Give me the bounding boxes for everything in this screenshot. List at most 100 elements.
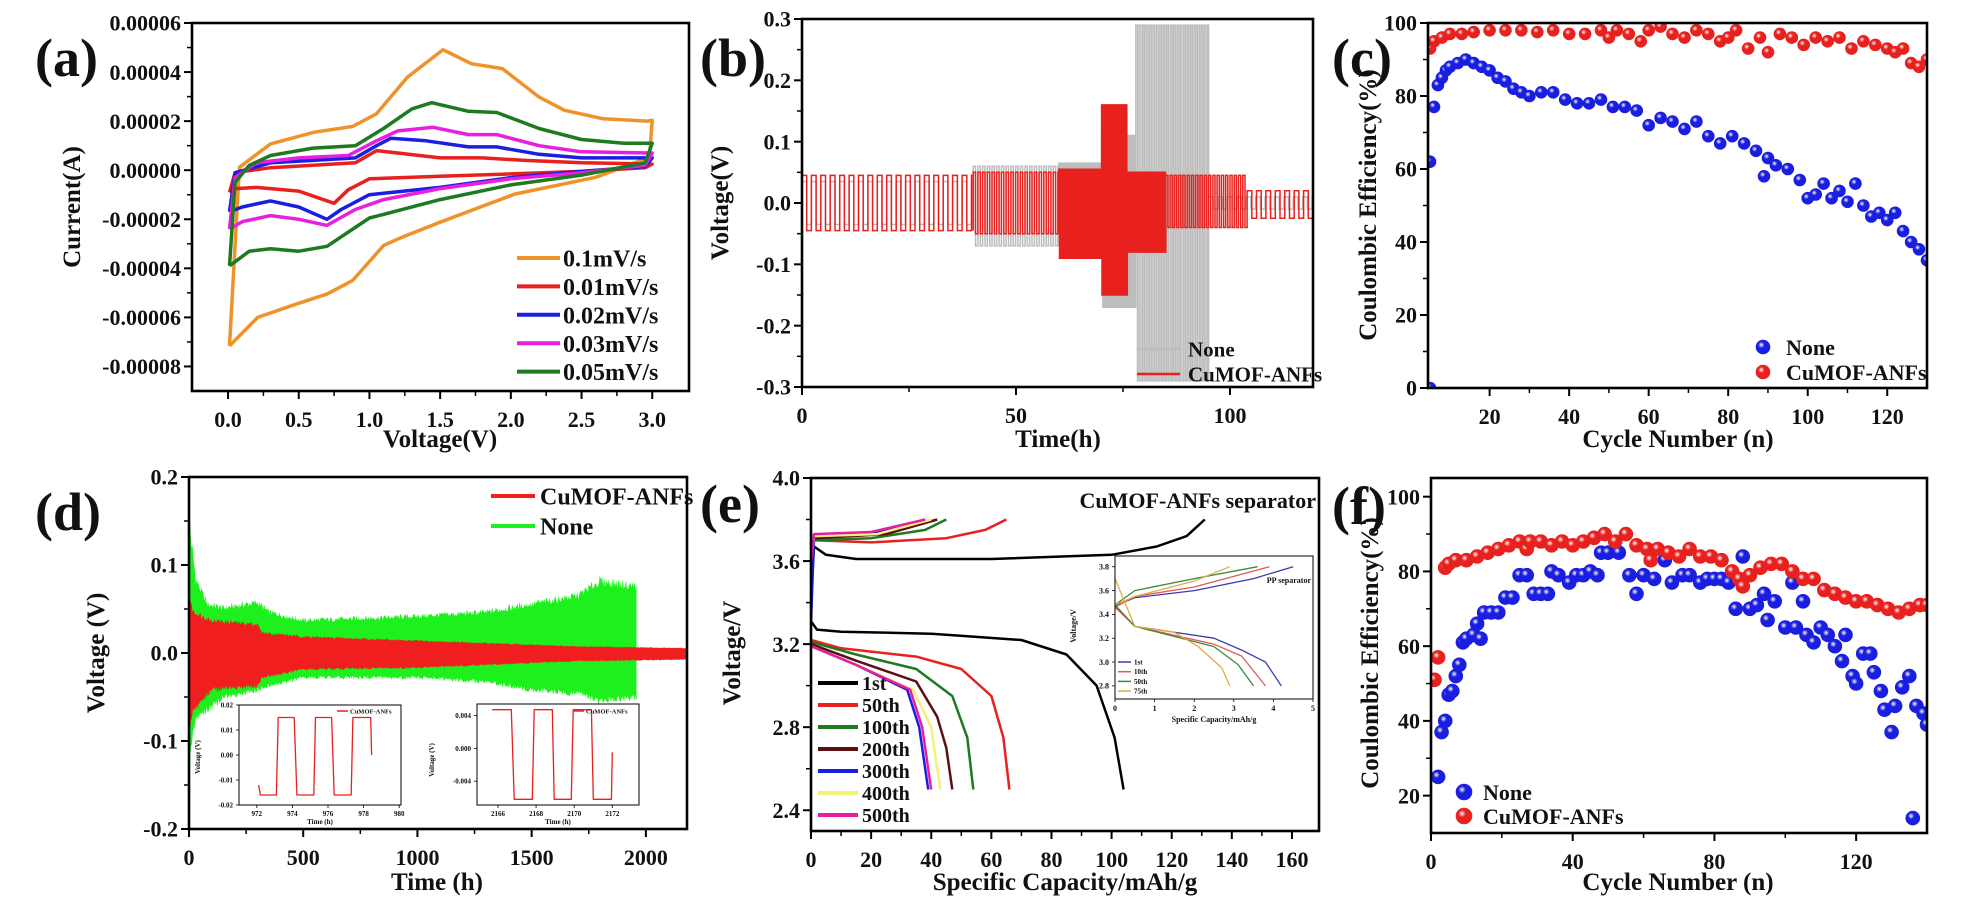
y-tick-label: 3.6 [1099,586,1109,595]
data-point-none [1642,118,1655,132]
inset-background [1115,556,1313,699]
x-tick-label: 0.0 [214,407,242,432]
data-point-cumof-anfs [1869,38,1882,52]
y-tick-label: 0.1 [151,553,179,578]
legend: CuMOF-ANFs [337,708,392,715]
x-tick-label: 500 [287,845,320,870]
x-tick-label: 978 [358,810,369,818]
data-point-none [1884,724,1899,740]
y-tick-label: 0.00006 [110,11,182,36]
data-point-none [1713,137,1727,150]
panel-label: (e) [700,474,760,534]
x-tick-label: 974 [287,810,298,818]
data-point-cumof-anfs [1797,38,1810,52]
series-line-1st-discharge [811,620,1125,790]
data-point-cumof-anfs [1499,23,1512,37]
panel-d_inset1: 972 974 976 978 980 0.02 0.01 0.00 -0.01 -0.02 Tim… [194,701,405,826]
data-point-cumof-anfs [1821,34,1834,48]
y-axis-title: Voltage (V) [194,739,202,773]
legend-label: 50th [1134,678,1147,686]
y-tick-label: 0.3 [764,7,792,32]
data-point-cumof-anfs [1912,60,1926,74]
data-point-none [1904,235,1918,249]
data-point-none [1827,638,1843,654]
y-tick-label: 3.0 [1099,658,1109,667]
legend: CuMOF-ANFs None [491,485,693,541]
legend-item-1st: 1st [818,673,887,695]
x-tick-label: 2172 [605,810,620,818]
legend-label: None [1483,780,1532,805]
legend-label: CuMOF-ANFs [540,485,693,511]
plot-area [1431,526,1927,826]
data-point-cumof-anfs [1753,31,1767,44]
data-point-cumof-anfs [1578,27,1592,41]
legend-item-100th: 100th [818,717,910,739]
y-axis-title: Voltage(V) [707,146,734,260]
data-point-cumof-anfs [1671,549,1687,564]
y-axis-title: Coulombic Efficiency(%) [1355,69,1382,340]
x-axis-title: Cycle Number (n) [1582,426,1773,453]
x-tick-label: 20 [1479,404,1501,429]
data-point-none [1445,683,1460,699]
data-point-none [1820,627,1836,643]
legend-item-0-01mv-s: 0.01mV/s [517,275,658,301]
data-point-none [1905,810,1921,826]
legend-item-none: None [1137,338,1235,362]
legend-item-none: None [1455,780,1532,805]
series-line-50th-discharge [1115,604,1255,687]
legend-item-0-03mv-s: 0.03mV/s [517,332,658,358]
series-line-0-02mv-s [227,136,654,222]
data-point-none [1866,664,1882,680]
data-point-none [1793,173,1807,187]
data-point-none [1761,151,1775,165]
panel-label: (c) [1332,28,1392,88]
y-tick-label: 0.00002 [110,109,182,134]
data-point-none [1880,213,1894,227]
plot-area [802,24,1313,382]
inset-background [477,704,639,805]
series-line-cumof-anfs [492,709,613,800]
legend-item-500th: 500th [818,805,910,827]
legend-item-0-02mv-s: 0.02mV/s [517,303,658,329]
legend-item-300th: 300th [818,761,910,783]
legend-item-none: None [1755,335,1835,360]
data-point-none [1769,159,1783,172]
legend-item-1st: 1st [1118,659,1143,667]
data-point-none [1618,100,1632,114]
legend-label: 0.02mV/s [563,303,658,329]
data-point-cumof-anfs [1806,571,1821,587]
data-point-cumof-anfs [1642,23,1655,37]
legend-label: 0.05mV/s [563,360,658,386]
data-point-cumof-anfs [1610,23,1624,37]
plot-area [257,716,373,796]
data-point-cumof-anfs [1666,27,1679,41]
x-tick-label: 40 [920,847,942,872]
x-tick-label: 100 [1213,403,1246,428]
legend-label: CuMOF-ANFs [1786,360,1927,385]
data-point-none [1629,586,1644,602]
data-point-none [1920,254,1927,267]
legend-label: 500th [862,805,910,827]
annotation-text: CuMOF-ANFs separator [1080,488,1317,513]
data-point-cumof-anfs [1546,23,1560,37]
data-point-cumof-anfs [1920,53,1927,66]
data-point-none [1690,115,1703,128]
data-point-none [1546,86,1560,99]
x-tick-label: 2170 [567,810,582,818]
data-point-none [1888,206,1902,220]
data-point-none [1749,597,1765,613]
data-point-none [1825,191,1838,205]
data-point-none [1737,137,1751,150]
data-point-none [1523,89,1536,103]
x-tick-label: 80 [1040,847,1062,872]
y-tick-label: 2.8 [1099,682,1109,691]
plot-area [1115,566,1294,687]
y-tick-label: 40 [1395,230,1417,255]
y-tick-label: 80 [1395,84,1417,109]
x-tick-label: 120 [1840,849,1873,874]
y-tick-label: 3.2 [773,632,801,657]
data-point-none [1646,571,1662,587]
